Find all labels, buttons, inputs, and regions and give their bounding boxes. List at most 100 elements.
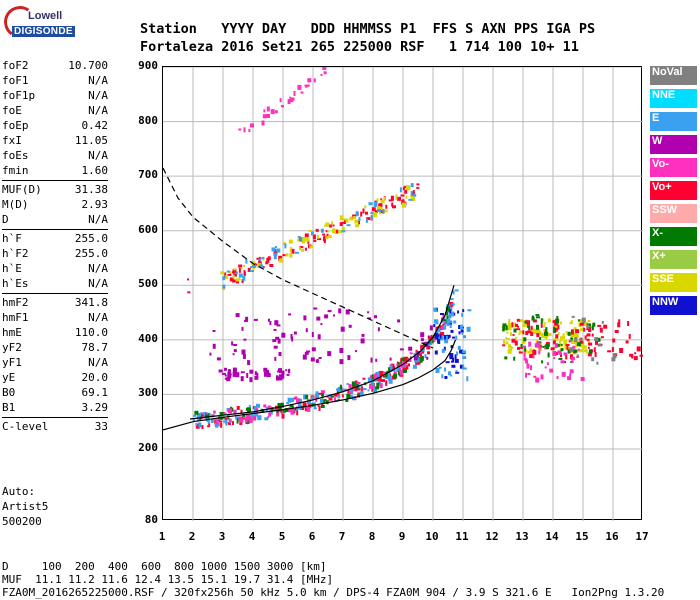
x-tick-label: 4: [248, 530, 256, 543]
echo-point: [340, 326, 345, 332]
echo-point: [341, 230, 346, 233]
x-tick-label: 9: [398, 530, 406, 543]
x-tick-label: 13: [515, 530, 529, 543]
echo-point: [387, 372, 390, 377]
echo-point: [442, 314, 445, 320]
echo-point: [399, 370, 403, 376]
echo-point: [269, 264, 274, 267]
echo-point: [560, 353, 562, 357]
echo-point: [348, 324, 352, 328]
echo-point: [415, 360, 420, 365]
echo-point: [379, 383, 383, 389]
echo-point: [511, 338, 516, 343]
echo-point: [311, 332, 314, 337]
echo-point: [393, 368, 396, 373]
echo-point: [314, 406, 316, 409]
echo-point: [274, 356, 277, 361]
echo-point: [254, 371, 257, 376]
echo-point: [546, 362, 549, 366]
echo-point: [530, 365, 532, 371]
echo-point: [419, 357, 423, 363]
param-name: h`Es: [2, 277, 29, 290]
echo-point: [505, 341, 509, 345]
echo-point: [284, 408, 289, 412]
param-row: foF1 N/A: [2, 73, 108, 88]
echo-point: [263, 404, 267, 408]
footer-distance-row: D 100 200 400 600 800 1000 1500 3000 [km…: [2, 560, 327, 573]
echo-point: [321, 390, 324, 396]
echo-point: [271, 247, 276, 252]
param-name: h`E: [2, 262, 22, 275]
echo-point: [433, 324, 436, 328]
echo-point: [331, 395, 335, 398]
echo-point: [236, 406, 240, 410]
echo-point: [322, 233, 326, 236]
echo-point: [254, 263, 258, 266]
echo-point: [540, 374, 544, 380]
echo-point: [232, 353, 235, 356]
echo-point: [333, 314, 335, 317]
echo-point: [435, 333, 439, 337]
echo-point: [337, 394, 341, 398]
echo-point: [403, 364, 408, 367]
echo-point: [242, 275, 246, 281]
param-name: fmin: [2, 164, 29, 177]
param-name: hmE: [2, 326, 22, 339]
echo-point: [524, 347, 527, 352]
echo-point: [280, 409, 283, 414]
echo-point: [338, 308, 342, 314]
echo-point: [229, 277, 234, 282]
echo-point: [571, 358, 574, 364]
echo-point: [223, 413, 228, 416]
echo-point: [374, 315, 377, 319]
echo-point: [553, 327, 557, 333]
echo-point: [449, 309, 452, 315]
echo-point: [235, 313, 240, 318]
echo-point: [617, 322, 621, 328]
echo-point: [451, 364, 456, 368]
echo-point: [514, 340, 518, 346]
echo-point: [296, 408, 298, 411]
echo-point: [580, 377, 585, 381]
echo-point: [339, 215, 344, 221]
echo-point: [420, 338, 424, 342]
echo-point: [565, 344, 570, 346]
echo-point: [388, 378, 393, 384]
echo-point: [302, 402, 307, 408]
echo-point: [433, 338, 436, 342]
echo-point: [587, 353, 592, 357]
echo-point: [373, 388, 377, 394]
echo-point: [462, 309, 465, 313]
echo-point: [357, 387, 361, 391]
echo-point: [346, 393, 351, 399]
echo-point: [304, 247, 307, 251]
echo-point: [558, 357, 563, 360]
echo-point: [517, 346, 520, 350]
echo-point: [320, 323, 323, 326]
echo-point: [563, 352, 566, 356]
echo-point: [504, 356, 508, 360]
param-value: 255.0: [74, 247, 108, 260]
echo-point: [597, 343, 602, 347]
echo-point: [560, 360, 565, 364]
auto-program: Artist5: [2, 500, 49, 513]
echo-point: [400, 194, 405, 197]
echo-point: [537, 328, 540, 334]
echo-point: [458, 331, 461, 335]
echo-point: [215, 422, 219, 428]
echo-point: [313, 78, 316, 83]
echo-point: [291, 248, 295, 254]
echo-point: [371, 374, 374, 380]
echo-point: [592, 322, 596, 327]
echo-point: [304, 233, 309, 238]
echo-point: [463, 335, 466, 339]
echo-point: [456, 351, 459, 356]
echo-point: [531, 316, 535, 321]
echo-point: [310, 357, 315, 362]
echo-point: [228, 270, 232, 274]
echo-point: [243, 264, 245, 267]
echo-point: [599, 327, 603, 333]
echo-point: [238, 128, 242, 131]
echo-point: [247, 267, 251, 272]
echo-point: [222, 284, 226, 289]
